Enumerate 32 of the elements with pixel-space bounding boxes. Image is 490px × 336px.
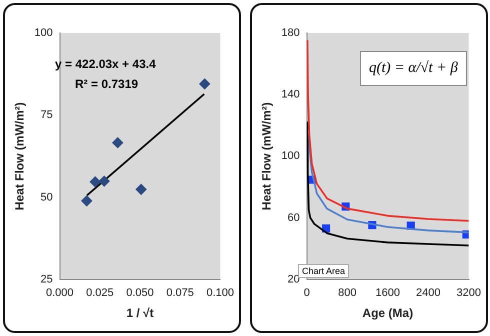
x-tick-label: 0.100: [206, 287, 234, 300]
point: [199, 78, 210, 90]
x-tick-label: 2400: [416, 287, 441, 300]
annotation: y = 422.03x + 43.4: [55, 57, 156, 71]
point: [136, 184, 147, 195]
y-tick-label: 100: [34, 27, 53, 40]
y-tick-label: 25: [40, 273, 53, 286]
x-tick-label: 800: [338, 287, 356, 300]
y-tick-label: 180: [281, 27, 300, 40]
x-tick-label: 0: [304, 287, 310, 300]
x-tick-label: 0.000: [46, 287, 74, 300]
y-tick-label: 50: [40, 191, 53, 204]
annotation: Chart Area: [298, 264, 350, 278]
y-tick-label: 60: [288, 212, 300, 224]
point: [90, 176, 101, 188]
y-axis-title: Heat Flow (mW/m²): [12, 102, 27, 210]
x-tick-label: 1600: [376, 287, 400, 300]
x-tick-label: 3200: [456, 287, 482, 300]
point: [81, 195, 92, 206]
x-tick-label: 0.025: [86, 287, 114, 300]
x-tick-label: 0.075: [166, 287, 194, 300]
point: [112, 137, 124, 148]
annotation: R² = 0.7319: [75, 77, 138, 91]
y-tick-label: 100: [281, 150, 300, 162]
y-tick-label: 75: [40, 109, 53, 122]
annotation: q(t) = α/√t + β: [360, 51, 467, 86]
y-tick-label: 140: [281, 88, 300, 101]
x-tick-label: 0.050: [126, 287, 154, 300]
x-axis-title: Age (Ma): [362, 306, 414, 320]
y-axis-title: Heat Flow (mW/m²): [260, 102, 274, 210]
x-axis-title: 1 / √t: [126, 306, 154, 320]
point: [98, 176, 110, 187]
